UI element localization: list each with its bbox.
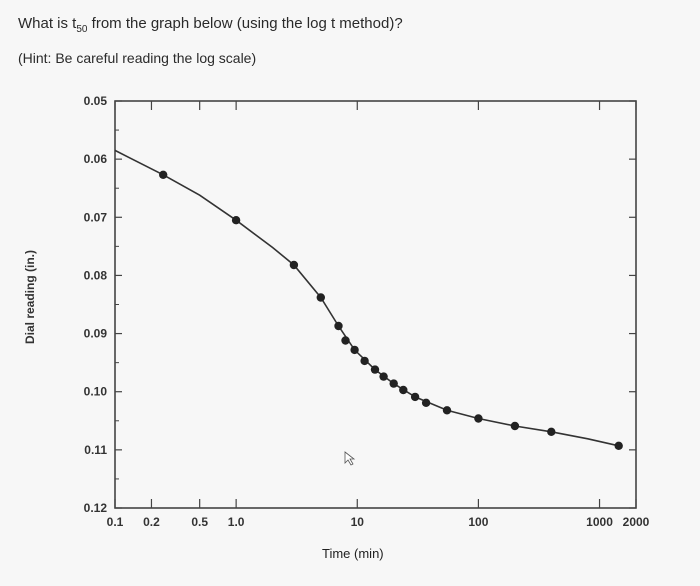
x-axis-label: Time (min)	[322, 546, 384, 561]
x-tick-label: 0.1	[107, 515, 124, 529]
hint-text: (Hint: Be careful reading the log scale)	[18, 50, 257, 66]
mouse-cursor-icon	[344, 451, 356, 466]
data-point	[399, 385, 408, 395]
question-text-start: What is t	[18, 15, 77, 32]
data-point	[474, 414, 483, 423]
data-point	[389, 379, 398, 388]
data-point	[547, 427, 556, 436]
consolidation-curve	[114, 149, 619, 447]
data-point	[159, 170, 168, 179]
question-text-end: from the graph below (using the log t me…	[87, 15, 403, 32]
data-point	[379, 372, 388, 381]
data-point	[289, 260, 299, 270]
x-tick-label: 10	[351, 515, 365, 529]
question-subscript: 50	[76, 24, 88, 35]
y-tick-label: 0.11	[84, 443, 107, 457]
x-tick-label: 100	[468, 515, 488, 529]
y-tick-label: 0.08	[84, 268, 108, 282]
y-tick-label: 0.12	[84, 501, 108, 515]
data-point	[360, 356, 369, 366]
data-point	[231, 216, 241, 225]
data-point	[370, 365, 380, 374]
y-tick-label: 0.07	[84, 210, 108, 224]
data-point	[316, 293, 325, 302]
plot-frame	[114, 100, 637, 509]
data-point	[614, 441, 623, 450]
data-point	[341, 336, 350, 345]
data-point	[421, 398, 431, 407]
x-tick-label: 1000	[586, 515, 613, 529]
x-tick-label: 0.5	[191, 515, 208, 529]
x-tick-label: 1.0	[228, 515, 245, 529]
data-point	[410, 392, 420, 402]
y-tick-label: 0.06	[84, 152, 108, 166]
question-text: What is t50 from the graph below (using …	[18, 15, 403, 35]
data-point	[334, 321, 343, 331]
data-point	[442, 406, 452, 415]
x-tick-label: 0.2	[143, 515, 160, 529]
y-axis-label: Dial reading (in.)	[23, 250, 37, 345]
y-tick-label: 0.09	[84, 327, 108, 341]
x-tick-label: 2000	[623, 515, 650, 529]
y-tick-label: 0.05	[84, 94, 108, 108]
y-tick-label: 0.10	[84, 385, 108, 399]
data-point	[350, 345, 359, 355]
data-point	[510, 421, 520, 431]
